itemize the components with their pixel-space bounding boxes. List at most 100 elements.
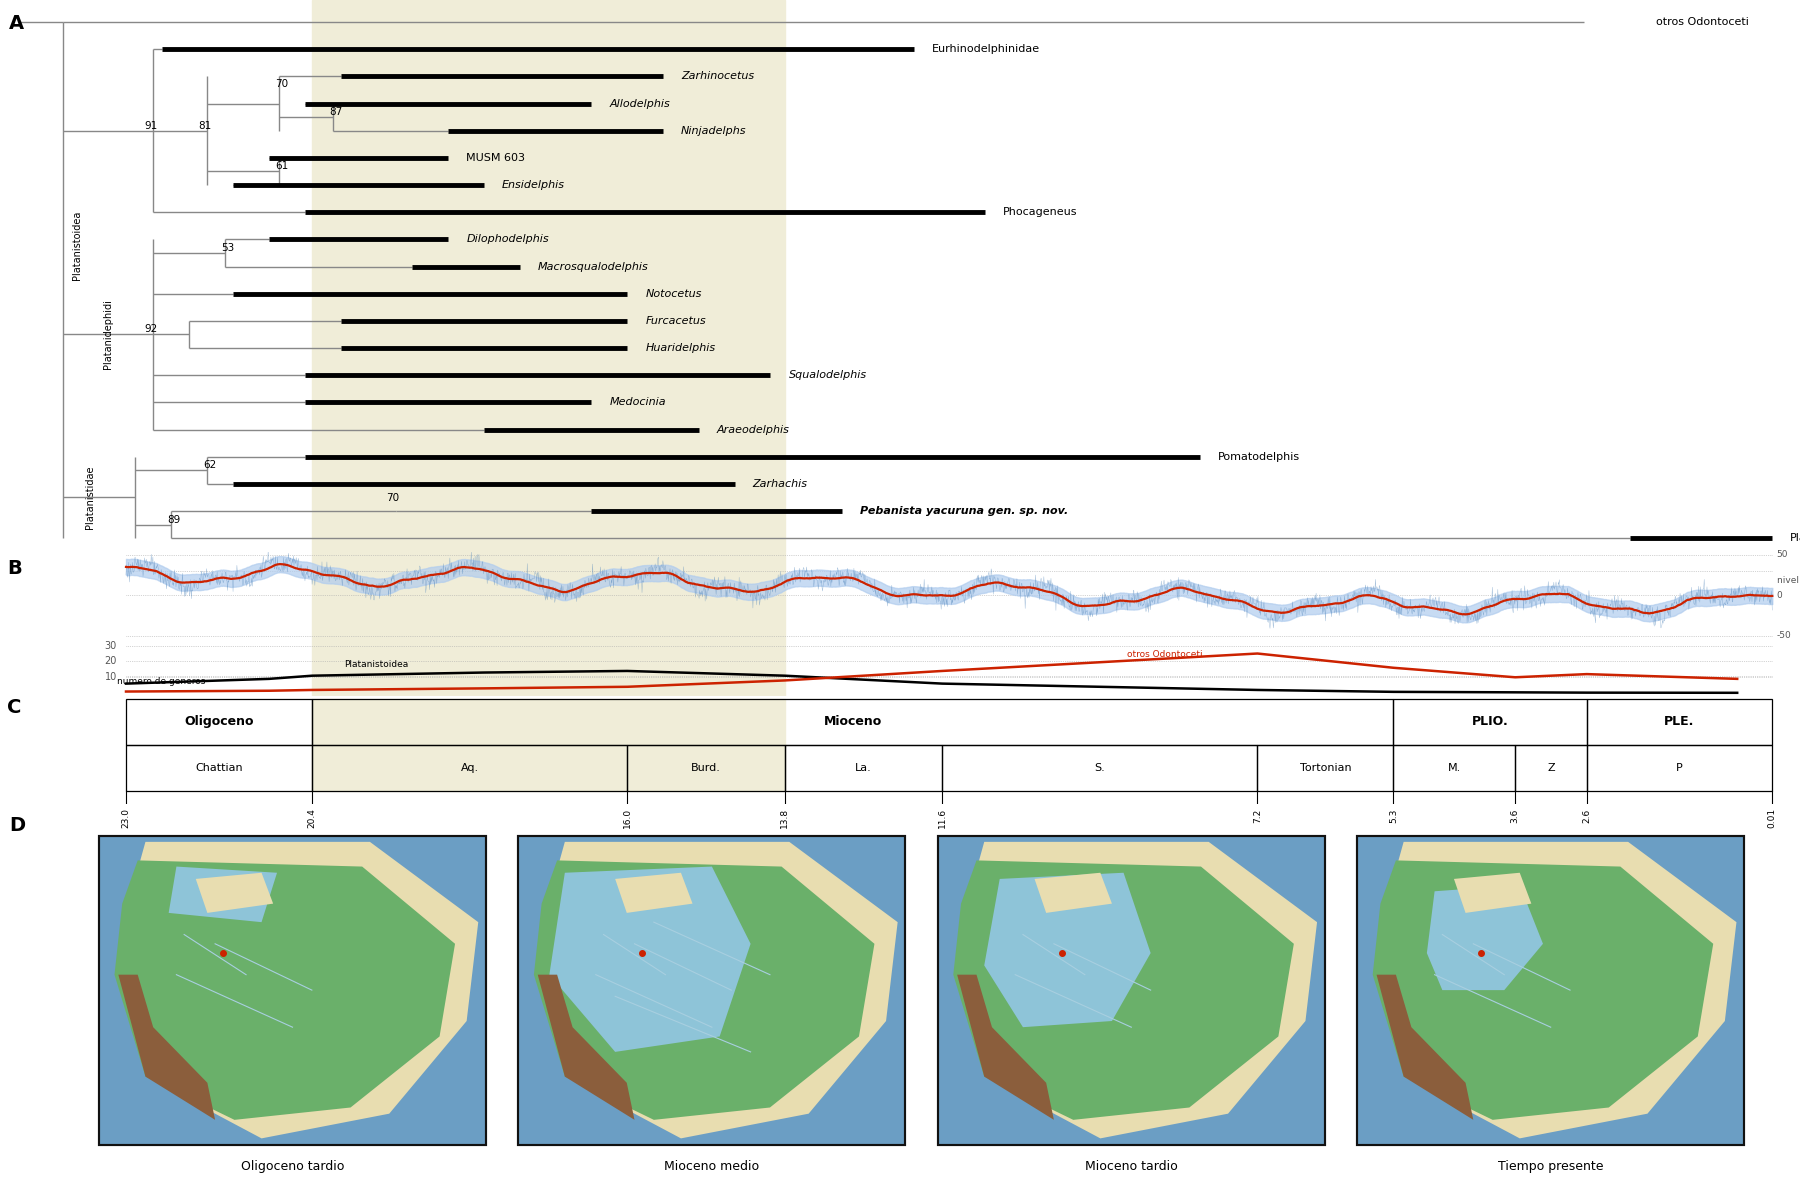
Text: 0.01: 0.01 xyxy=(1768,809,1777,828)
Text: Zarhachis: Zarhachis xyxy=(752,479,808,488)
Text: Macrosqualodelphis: Macrosqualodelphis xyxy=(538,262,648,271)
Text: Araeodelphis: Araeodelphis xyxy=(716,425,790,434)
Text: 5.3: 5.3 xyxy=(1390,809,1399,823)
Text: Aq.: Aq. xyxy=(461,763,479,773)
Bar xyxy=(938,835,1325,1145)
Bar xyxy=(1393,744,1516,791)
Text: Huaridelphis: Huaridelphis xyxy=(644,343,715,353)
Polygon shape xyxy=(1377,974,1472,1120)
Polygon shape xyxy=(958,974,1055,1120)
Text: Notocetus: Notocetus xyxy=(644,289,702,299)
Bar xyxy=(311,700,1393,744)
Text: M.: M. xyxy=(1447,763,1462,773)
Bar xyxy=(311,744,626,791)
Bar xyxy=(99,835,486,1145)
Text: 23.0: 23.0 xyxy=(122,809,131,828)
Text: Squalodelphis: Squalodelphis xyxy=(788,371,866,380)
Text: 11.6: 11.6 xyxy=(938,809,947,828)
Bar xyxy=(311,552,785,696)
Text: 2.6: 2.6 xyxy=(1582,809,1591,822)
Text: 20.4: 20.4 xyxy=(308,809,317,828)
Polygon shape xyxy=(1377,842,1737,1139)
Text: 87: 87 xyxy=(329,107,342,118)
Text: otros Odontoceti: otros Odontoceti xyxy=(1656,17,1750,28)
Text: 70: 70 xyxy=(385,493,400,503)
Text: Furcacetus: Furcacetus xyxy=(644,316,706,326)
Bar xyxy=(1588,744,1773,791)
Text: MUSM 603: MUSM 603 xyxy=(466,152,526,163)
Bar xyxy=(1516,744,1588,791)
Text: Ninjadelphs: Ninjadelphs xyxy=(680,126,747,136)
Bar xyxy=(943,744,1258,791)
Text: Pomatodelphis: Pomatodelphis xyxy=(1219,451,1300,462)
Polygon shape xyxy=(958,842,1318,1139)
Polygon shape xyxy=(115,860,455,1120)
Text: 91: 91 xyxy=(144,121,157,131)
Text: Platanistidae: Platanistidae xyxy=(85,466,95,529)
Text: 20: 20 xyxy=(104,656,117,666)
Polygon shape xyxy=(985,872,1150,1027)
Text: Burd.: Burd. xyxy=(691,763,722,773)
Bar xyxy=(1258,744,1393,791)
Text: Chattian: Chattian xyxy=(194,763,243,773)
Text: C: C xyxy=(7,698,22,718)
Polygon shape xyxy=(196,872,274,913)
Text: 0: 0 xyxy=(1777,590,1782,600)
Text: Zarhinocetus: Zarhinocetus xyxy=(680,72,754,82)
Text: Platanistoidea: Platanistoidea xyxy=(72,210,83,280)
Text: La.: La. xyxy=(855,763,871,773)
Text: -50: -50 xyxy=(1777,631,1791,640)
Polygon shape xyxy=(538,974,634,1120)
Polygon shape xyxy=(954,860,1294,1120)
Text: Platanidephidi: Platanidephidi xyxy=(103,300,113,370)
Text: Platanistoidea: Platanistoidea xyxy=(344,660,409,668)
Polygon shape xyxy=(1035,872,1112,913)
Text: Phocageneus: Phocageneus xyxy=(1003,208,1078,217)
Text: Dilophodelphis: Dilophodelphis xyxy=(466,234,549,245)
Text: 92: 92 xyxy=(144,324,157,335)
Text: Oligoceno: Oligoceno xyxy=(184,715,254,728)
Text: Oligoceno tardio: Oligoceno tardio xyxy=(241,1160,344,1174)
Polygon shape xyxy=(538,842,898,1139)
Text: 16.0: 16.0 xyxy=(623,809,632,828)
Polygon shape xyxy=(1373,860,1714,1120)
Text: 10: 10 xyxy=(104,672,117,683)
Bar xyxy=(938,835,1325,1145)
Polygon shape xyxy=(119,974,216,1120)
Text: 62: 62 xyxy=(203,461,216,470)
Text: Mioceno: Mioceno xyxy=(824,715,882,728)
Text: D: D xyxy=(9,816,25,835)
Text: A: A xyxy=(9,14,23,32)
Bar xyxy=(1588,700,1773,744)
Bar xyxy=(626,744,785,791)
Bar xyxy=(1357,835,1744,1145)
Polygon shape xyxy=(1427,886,1543,990)
Text: P: P xyxy=(1676,763,1683,773)
Text: otros Odontoceti: otros Odontoceti xyxy=(1127,649,1202,659)
Text: 70: 70 xyxy=(275,79,288,89)
Text: Mioceno medio: Mioceno medio xyxy=(664,1160,760,1174)
Bar xyxy=(126,700,311,744)
Text: 50: 50 xyxy=(1777,551,1787,559)
Text: numero de generos: numero de generos xyxy=(117,677,205,686)
Text: Mioceno tardio: Mioceno tardio xyxy=(1085,1160,1177,1174)
Text: Platanista: Platanista xyxy=(1791,533,1800,544)
Text: Pebanista yacuruna gen. sp. nov.: Pebanista yacuruna gen. sp. nov. xyxy=(860,506,1069,516)
Text: PLIO.: PLIO. xyxy=(1472,715,1508,728)
Bar xyxy=(311,700,785,791)
Polygon shape xyxy=(549,866,751,1052)
Bar xyxy=(1357,835,1744,1145)
Bar xyxy=(518,835,905,1145)
Text: Eurhinodelphinidae: Eurhinodelphinidae xyxy=(932,44,1040,54)
Text: nivel del mar: nivel del mar xyxy=(1777,576,1800,586)
Text: S.: S. xyxy=(1094,763,1105,773)
Text: Ensidelphis: Ensidelphis xyxy=(502,180,565,190)
Text: 61: 61 xyxy=(275,162,288,172)
Polygon shape xyxy=(1454,872,1532,913)
Bar xyxy=(99,835,486,1145)
Text: Allodelphis: Allodelphis xyxy=(610,98,670,108)
Text: Z: Z xyxy=(1548,763,1555,773)
Text: Tiempo presente: Tiempo presente xyxy=(1498,1160,1604,1174)
Text: PLE.: PLE. xyxy=(1665,715,1696,728)
Bar xyxy=(1393,700,1588,744)
